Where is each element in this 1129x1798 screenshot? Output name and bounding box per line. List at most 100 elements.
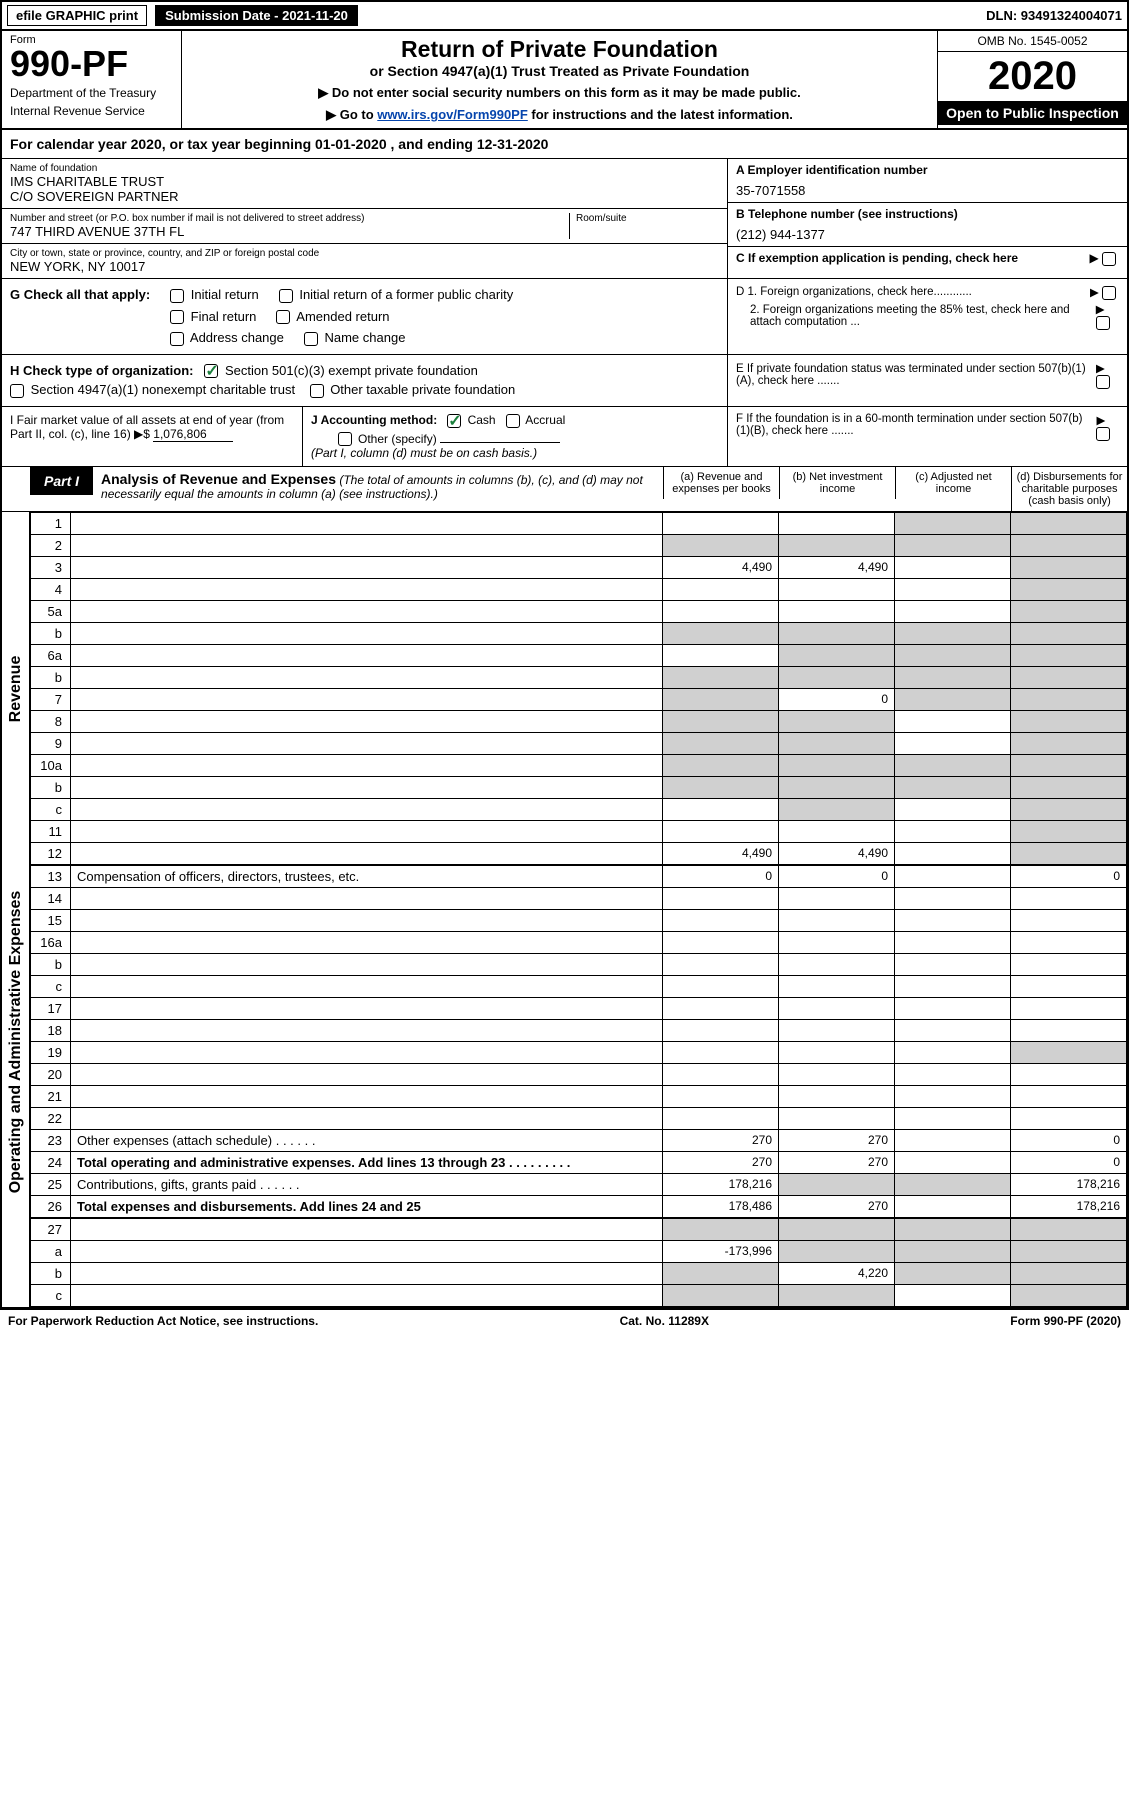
omb-number: OMB No. 1545-0052 (938, 31, 1127, 52)
irs-link[interactable]: www.irs.gov/Form990PF (377, 107, 528, 122)
address-label: Number and street (or P.O. box number if… (10, 213, 569, 224)
dln-box: DLN: 93491324004071 (986, 8, 1122, 23)
col-a-value (663, 1042, 779, 1064)
exemption-checkbox[interactable] (1102, 252, 1116, 266)
line-number: 1 (31, 513, 71, 535)
other-method-checkbox[interactable] (338, 432, 352, 446)
col-a-value: 270 (663, 1130, 779, 1152)
col-a-value (663, 623, 779, 645)
table-row: 34,4904,490 (31, 557, 1127, 579)
line-description (71, 1020, 663, 1042)
col-c-value (895, 954, 1011, 976)
col-d-value (1011, 623, 1127, 645)
line-number: 10a (31, 755, 71, 777)
name-change-checkbox[interactable] (304, 332, 318, 346)
J-label: J Accounting method: (311, 413, 437, 427)
col-a-value: 4,490 (663, 557, 779, 579)
table-row: 8 (31, 711, 1127, 733)
col-b-value (779, 976, 895, 998)
line-number: b (31, 667, 71, 689)
col-a-value (663, 821, 779, 843)
line-description (71, 976, 663, 998)
other-taxable-checkbox[interactable] (310, 384, 324, 398)
col-a-value (663, 667, 779, 689)
D1-checkbox[interactable] (1102, 286, 1116, 300)
col-a-value: 178,486 (663, 1196, 779, 1218)
table-row: a-173,996 (31, 1241, 1127, 1263)
col-b-value: 270 (779, 1130, 895, 1152)
line-description (71, 535, 663, 557)
D1-label: D 1. Foreign organizations, check here..… (736, 286, 972, 298)
line-description (71, 645, 663, 667)
final-return-checkbox[interactable] (170, 310, 184, 324)
line-number: 23 (31, 1130, 71, 1152)
col-d-value (1011, 954, 1127, 976)
revenue-table: 1234,4904,49045ab6ab708910abc11124,4904,… (30, 512, 1127, 865)
cash-checkbox[interactable] (447, 414, 461, 428)
E-checkbox[interactable] (1096, 375, 1110, 389)
col-d-header: (d) Disbursements for charitable purpose… (1011, 467, 1127, 511)
table-row: 11 (31, 821, 1127, 843)
col-c-value (895, 932, 1011, 954)
col-d-value (1011, 998, 1127, 1020)
col-d-value (1011, 513, 1127, 535)
initial-return-checkbox[interactable] (170, 289, 184, 303)
col-b-value (779, 1174, 895, 1196)
D2-checkbox[interactable] (1096, 316, 1110, 330)
street-address: 747 THIRD AVENUE 37TH FL (10, 224, 569, 239)
col-c-value (895, 1241, 1011, 1263)
table-row: 6a (31, 645, 1127, 667)
col-d-value: 178,216 (1011, 1174, 1127, 1196)
col-b-value (779, 910, 895, 932)
col-b-value: 270 (779, 1196, 895, 1218)
other-method-label: Other (specify) (358, 432, 437, 446)
line-description: Compensation of officers, directors, tru… (71, 866, 663, 888)
line-number: a (31, 1241, 71, 1263)
col-d-value (1011, 843, 1127, 865)
col-c-value (895, 1108, 1011, 1130)
col-a-value (663, 513, 779, 535)
col-a-value (663, 954, 779, 976)
efile-print-box: efile GRAPHIC print (7, 5, 147, 26)
501c3-checkbox[interactable] (204, 364, 218, 378)
line-number: b (31, 623, 71, 645)
col-a-value (663, 733, 779, 755)
col-b-value (779, 755, 895, 777)
col-d-value (1011, 932, 1127, 954)
revenue-side-label: Revenue (7, 656, 25, 723)
table-row: 14 (31, 888, 1127, 910)
4947-label: Section 4947(a)(1) nonexempt charitable … (31, 382, 295, 397)
amended-return-checkbox[interactable] (276, 310, 290, 324)
final-return-label: Final return (191, 309, 257, 324)
col-b-value (779, 667, 895, 689)
accrual-checkbox[interactable] (506, 414, 520, 428)
initial-return-label: Initial return (191, 287, 259, 302)
expenses-side-label: Operating and Administrative Expenses (7, 891, 25, 1194)
col-b-value (779, 1285, 895, 1307)
line-description (71, 513, 663, 535)
H-label: H Check type of organization: (10, 363, 193, 378)
col-c-value (895, 1130, 1011, 1152)
4947-checkbox[interactable] (10, 384, 24, 398)
public-inspection: Open to Public Inspection (938, 101, 1127, 125)
section-IJ-row: I Fair market value of all assets at end… (2, 407, 1127, 468)
col-b-value: 4,220 (779, 1263, 895, 1285)
table-row: c (31, 799, 1127, 821)
line-number: 13 (31, 866, 71, 888)
col-b-value (779, 645, 895, 667)
table-row: 13Compensation of officers, directors, t… (31, 866, 1127, 888)
line-number: 3 (31, 557, 71, 579)
col-d-value (1011, 976, 1127, 998)
address-change-checkbox[interactable] (170, 332, 184, 346)
col-a-value (663, 1064, 779, 1086)
initial-former-checkbox[interactable] (279, 289, 293, 303)
col-a-value (663, 777, 779, 799)
table-row: 22 (31, 1108, 1127, 1130)
col-c-value (895, 777, 1011, 799)
F-checkbox[interactable] (1096, 427, 1110, 441)
col-c-value (895, 888, 1011, 910)
col-d-value (1011, 1108, 1127, 1130)
col-b-header: (b) Net investment income (779, 467, 895, 499)
line-description (71, 888, 663, 910)
line-number: 21 (31, 1086, 71, 1108)
